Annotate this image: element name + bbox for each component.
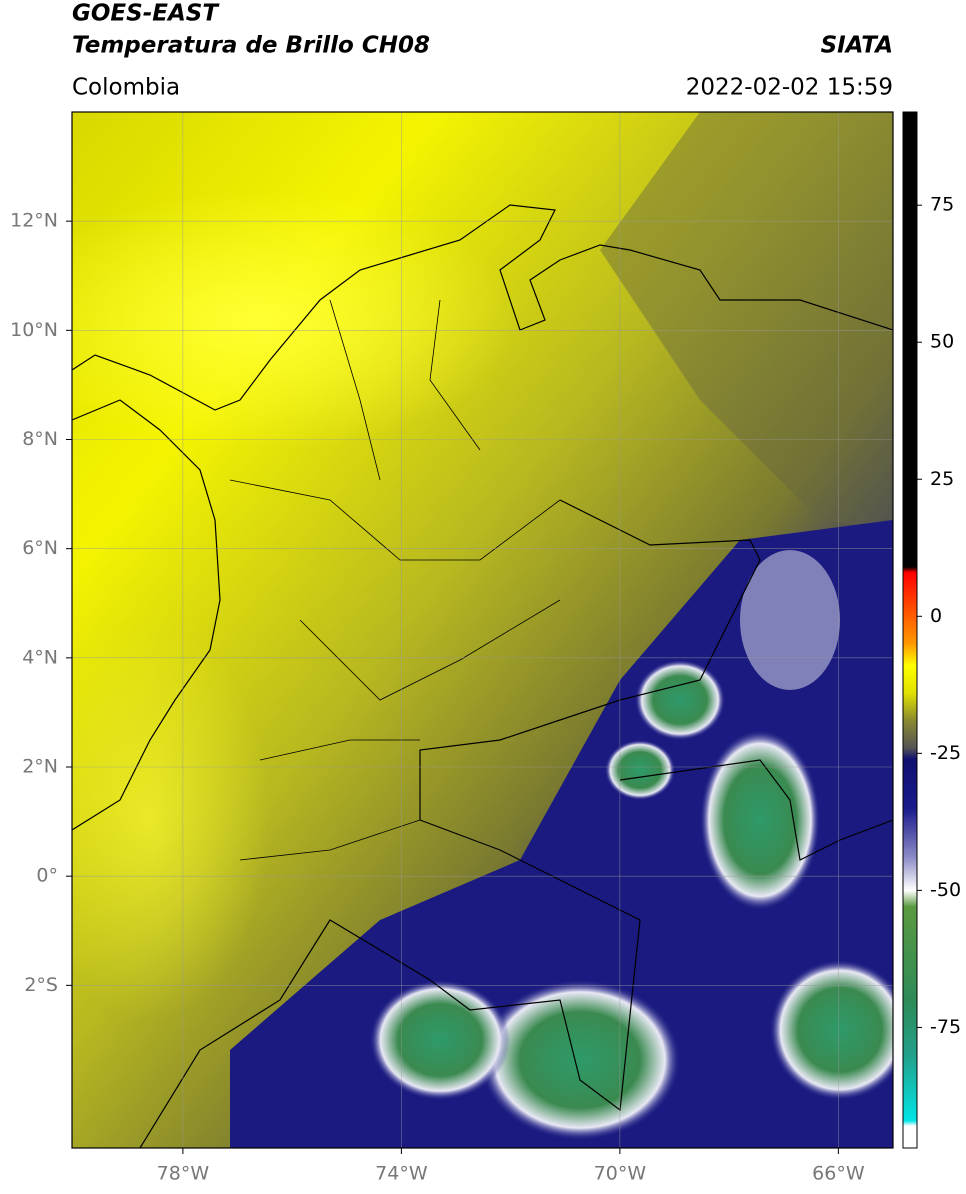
colorbar-tick-label: -50 [930,879,961,901]
y-tick-label: 12°N [10,210,58,232]
colorbar-tick-label: 25 [930,468,954,490]
colorbar [902,111,918,1149]
title: GOES-EAST [72,1,220,27]
colorbar-tick-label: -75 [930,1016,961,1038]
colorbar-tick-label: 0 [930,605,942,627]
y-tick-label: 10°N [10,319,58,341]
colorbar-tick-label: 75 [930,194,954,216]
y-tick-label: 2°N [22,756,58,778]
x-tick-label: 70°W [594,1163,647,1185]
colorbar-tick-label: -25 [930,742,961,764]
datetime: 2022-02-02 15:59 [686,75,893,101]
y-tick-label: 0° [36,865,58,887]
y-tick-label: 8°N [22,428,58,450]
map-frame [71,111,894,1149]
region: Colombia [72,75,180,101]
colorbar-tick-label: 50 [930,331,954,353]
source: SIATA [821,33,893,59]
subtitle: Temperatura de Brillo CH08 [72,33,430,59]
y-tick-label: 6°N [22,537,58,559]
satellite-image [72,112,893,1148]
y-tick-label: 2°S [24,974,58,996]
x-tick-label: 74°W [375,1163,428,1185]
y-tick-label: 4°N [22,646,58,668]
x-tick-label: 78°W [157,1163,210,1185]
x-tick-label: 66°W [812,1163,865,1185]
